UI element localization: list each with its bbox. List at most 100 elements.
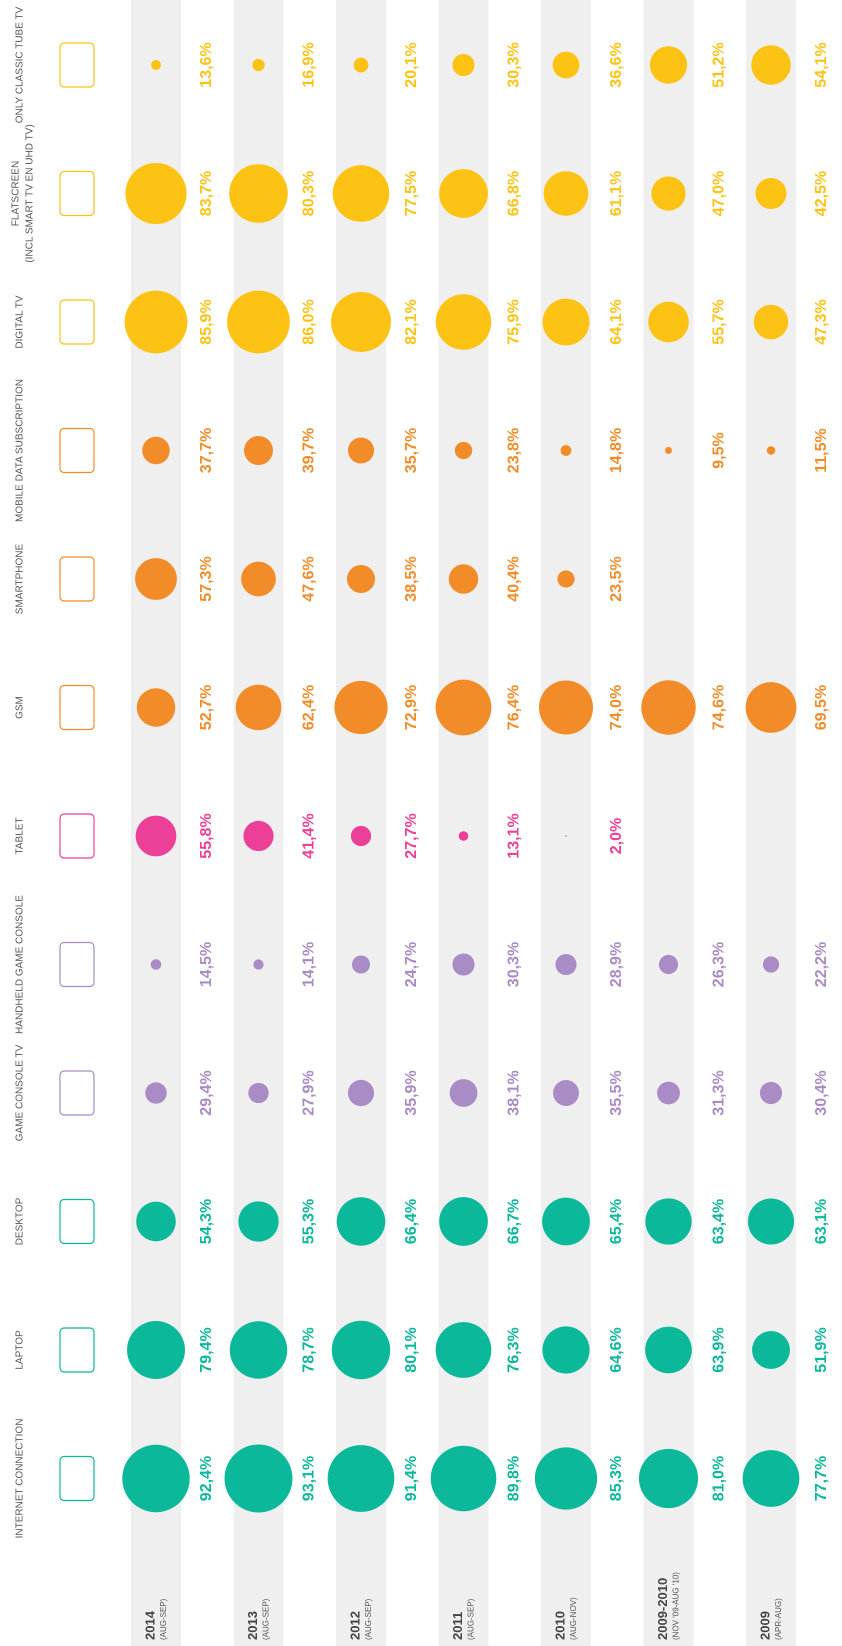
bubble [648, 301, 689, 343]
bubble [151, 60, 161, 70]
value-label: 91,4% [403, 1456, 420, 1501]
bubble [766, 446, 776, 455]
column-band [336, 0, 386, 1646]
value-label: 13,1% [506, 813, 523, 858]
bubble [458, 831, 469, 841]
year-subtitle: (AUG-SEP) [262, 1598, 271, 1640]
icon [59, 42, 95, 88]
icon [59, 1198, 95, 1245]
bubble [332, 165, 390, 222]
value-label: 41,4% [301, 813, 318, 858]
value-label: 52,7% [198, 685, 215, 730]
value-label: 35,5% [608, 1070, 625, 1115]
value-label: 51,2% [711, 42, 728, 87]
bubble [751, 45, 791, 85]
bubble [745, 682, 797, 733]
bubble [649, 46, 688, 84]
bubble [762, 956, 780, 973]
value-label: 55,8% [198, 813, 215, 858]
value-label: 27,9% [301, 1070, 318, 1115]
bubble [534, 1447, 598, 1510]
bubble [235, 684, 282, 731]
bubble [645, 1326, 692, 1374]
value-label: 35,7% [403, 428, 420, 473]
value-label: 74,6% [711, 685, 728, 730]
bubble [347, 437, 375, 464]
bubble [331, 292, 391, 352]
bubble [449, 1079, 478, 1107]
value-label: 36,6% [608, 42, 625, 87]
category-label: FLATSCREEN [11, 161, 22, 226]
bubble [555, 953, 577, 976]
value-label: 24,7% [403, 942, 420, 987]
bubble [439, 1197, 488, 1246]
value-label: 38,5% [403, 556, 420, 601]
column-band [438, 0, 489, 1646]
year-label: 2013 [245, 1611, 260, 1640]
category-label: INTERNET CONNECTION [15, 1419, 26, 1539]
bubble [755, 177, 787, 210]
year-subtitle: (AUG-SEP) [467, 1598, 476, 1640]
icon [59, 1455, 95, 1502]
value-label: 66,4% [403, 1199, 420, 1244]
bubble [243, 820, 274, 852]
bubble [557, 570, 575, 588]
category-label: ONLY CLASSIC TUBE TV [15, 6, 26, 123]
bubble [229, 164, 288, 223]
bubble [742, 1450, 800, 1507]
bubble [331, 1320, 391, 1380]
value-label: 81,0% [711, 1456, 728, 1501]
category-label: DESKTOP [15, 1197, 26, 1245]
category-label: HANDHELD GAME CONSOLE [15, 895, 26, 1034]
year-label: 2010 [552, 1611, 567, 1640]
value-label: 78,7% [301, 1327, 318, 1372]
bubble [252, 58, 265, 72]
icon [59, 427, 95, 474]
value-label: 30,4% [813, 1070, 830, 1115]
bubble [645, 1198, 692, 1245]
icon [59, 1327, 95, 1373]
value-label: 77,7% [813, 1456, 830, 1501]
value-label: 79,4% [198, 1327, 215, 1372]
category-label: LAPTOP [15, 1330, 26, 1370]
bubble [435, 1322, 492, 1378]
value-label: 69,5% [813, 685, 830, 730]
value-label: 61,1% [608, 171, 625, 216]
value-label: 63,9% [711, 1327, 728, 1372]
icon [59, 556, 95, 602]
bubble [638, 1448, 699, 1509]
value-label: 23,5% [608, 556, 625, 601]
bubble [224, 1444, 293, 1513]
bubble [538, 680, 594, 735]
bubble [135, 815, 177, 857]
value-label: 40,4% [506, 556, 523, 601]
bubble [657, 1081, 680, 1105]
icon [59, 684, 95, 731]
value-label: 20,1% [403, 42, 420, 87]
value-label: 64,6% [608, 1327, 625, 1372]
year-label: 2012 [347, 1611, 362, 1640]
value-label: 83,7% [198, 171, 215, 216]
bubble [542, 1326, 590, 1374]
category-label: GAME CONSOLE TV [15, 1044, 26, 1141]
value-label: 92,4% [198, 1456, 215, 1501]
value-label: 75,9% [506, 299, 523, 344]
bubble [448, 564, 479, 594]
bubble [327, 1445, 395, 1512]
value-label: 16,9% [301, 42, 318, 87]
value-label: 93,1% [301, 1456, 318, 1501]
value-label: 35,9% [403, 1070, 420, 1115]
year-subtitle: (AUG-NOV) [569, 1597, 578, 1640]
value-label: 47,3% [813, 299, 830, 344]
value-label: 42,5% [813, 171, 830, 216]
bubble [435, 679, 492, 736]
icon [59, 299, 95, 345]
bubble [651, 176, 686, 211]
bubble [124, 290, 188, 354]
value-label: 62,4% [301, 685, 318, 730]
bubble [229, 1321, 288, 1379]
column-band [541, 0, 591, 1646]
value-label: 76,3% [506, 1327, 523, 1372]
value-label: 85,3% [608, 1456, 625, 1501]
bubble [665, 447, 672, 454]
